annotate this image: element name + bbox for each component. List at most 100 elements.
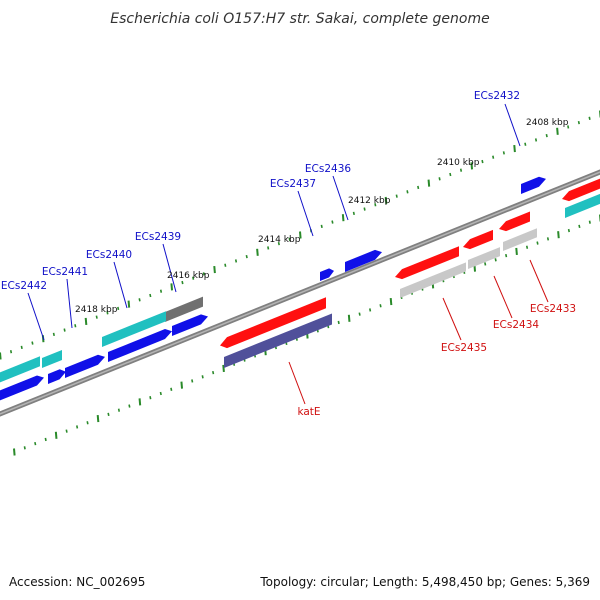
upper-ruler-tick [224,263,227,267]
upper-ruler-tick [384,196,388,205]
lower-ruler-tick [212,370,215,375]
gene-label-ecs2442: ECs2442 [1,280,47,292]
upper-ruler-tick [192,276,195,280]
upper-ruler-tick [84,317,88,326]
gene-feature [0,375,44,401]
upper-ruler-tick [267,246,270,250]
lower-ruler-tick [389,297,393,306]
gene-feature [65,354,105,378]
backbone [0,169,600,417]
gene-labels: 2408 kbp 2410 kbp 2412 kbp 2414 kbp 2416 kbp… [1,90,576,418]
upper-ruler-tick [567,125,570,129]
upper-ruler-tick [534,138,538,142]
upper-ruler-tick [127,300,131,308]
gene-feature [108,329,172,362]
upper-ruler-tick [331,220,334,224]
lower-ruler-tick [337,320,340,325]
gene-feature [224,313,332,368]
gene-features [0,176,600,401]
ruler-label: 2412 kbp [348,196,391,206]
upper-ruler-tick [417,185,420,190]
upper-ruler-tick [52,332,55,337]
upper-ruler-tick [588,116,591,120]
upper-ruler-tick [374,203,377,207]
lower-ruler-tick [515,247,518,256]
lower-ruler-tick [191,379,194,383]
lower-ruler-tick [23,446,26,450]
gene-label-ecs2437: ECs2437 [270,178,316,190]
lower-ruler-tick [484,262,487,266]
label-leader-line [297,190,314,237]
lower-ruler-tick [138,398,142,406]
label-leader-line [113,261,128,309]
upper-ruler-tick [577,120,580,125]
lower-ruler-tick [494,258,497,262]
upper-ruler-tick [256,248,259,256]
gene-feature [320,268,334,281]
gene-label-ecs2440: ECs2440 [86,249,132,261]
lower-ruler-tick [117,408,121,412]
gene-label-ecs2433: ECs2433 [530,303,576,315]
upper-ruler-tick [117,306,120,311]
upper-ruler-tick [502,151,505,155]
gene-feature [468,247,500,269]
upper-ruler-tick [159,289,163,293]
lower-ruler-tick [379,304,382,308]
lower-ruler-tick [588,220,591,224]
lower-ruler-tick [505,253,508,258]
gene-feature [400,262,466,298]
label-leader-line [504,103,521,147]
label-leader-line [332,175,349,221]
upper-ruler-tick [202,272,205,276]
upper-ruler-tick [106,311,109,315]
lower-ruler-tick [525,245,529,249]
upper-ruler-tick [170,283,174,291]
lower-ruler-tick [546,237,550,241]
upper-ruler-tick [470,162,474,170]
lower-ruler-tick [76,425,79,429]
label-leader-line [529,259,549,303]
upper-ruler-tick [74,324,77,328]
gene-feature [463,229,493,250]
upper-ruler-tick [545,133,548,138]
lower-ruler-tick [86,421,89,425]
lower-ruler-tick [159,391,162,396]
upper-ruler-tick [277,241,280,246]
ruler-label: 2416 kbp [167,271,210,281]
lower-ruler-tick [536,241,539,245]
gene-feature [499,211,530,232]
ruler-label: 2410 kbp [437,158,480,168]
gene-feature [172,314,208,336]
label-leader-line [288,361,306,405]
upper-ruler-tick [213,265,216,274]
lower-ruler-tick [54,431,58,439]
upper-ruler-tick [138,298,141,302]
lower-ruler-tick [347,314,351,322]
lower-ruler-tick [180,381,184,389]
gene-label-ecs2435: ECs2435 [441,342,487,354]
accession-text: Accession: NC_002695 [9,575,145,589]
upper-ruler-tick [449,172,452,177]
upper-ruler-tick [95,315,98,319]
ruler-label: 2408 kbp [526,118,569,128]
upper-ruler-tick [0,352,2,360]
label-leader-line [66,278,73,329]
gene-feature [345,249,382,272]
upper-ruler-tick [31,341,34,345]
gene-feature [0,356,40,383]
gene-label-ecs2436: ECs2436 [305,163,351,175]
upper-ruler-tick [395,194,398,198]
lower-ruler-tick [578,224,581,229]
upper-ruler-tick [341,214,345,222]
upper-ruler-tick [406,190,409,194]
lower-ruler-tick [107,412,110,417]
gene-feature [220,297,326,349]
gene-feature [503,228,537,251]
upper-ruler-tick [352,211,355,216]
lower-ruler-tick [128,404,131,408]
gene-feature [102,311,166,347]
gene-feature [395,246,459,280]
gene-label-ecs2434: ECs2434 [493,319,539,331]
